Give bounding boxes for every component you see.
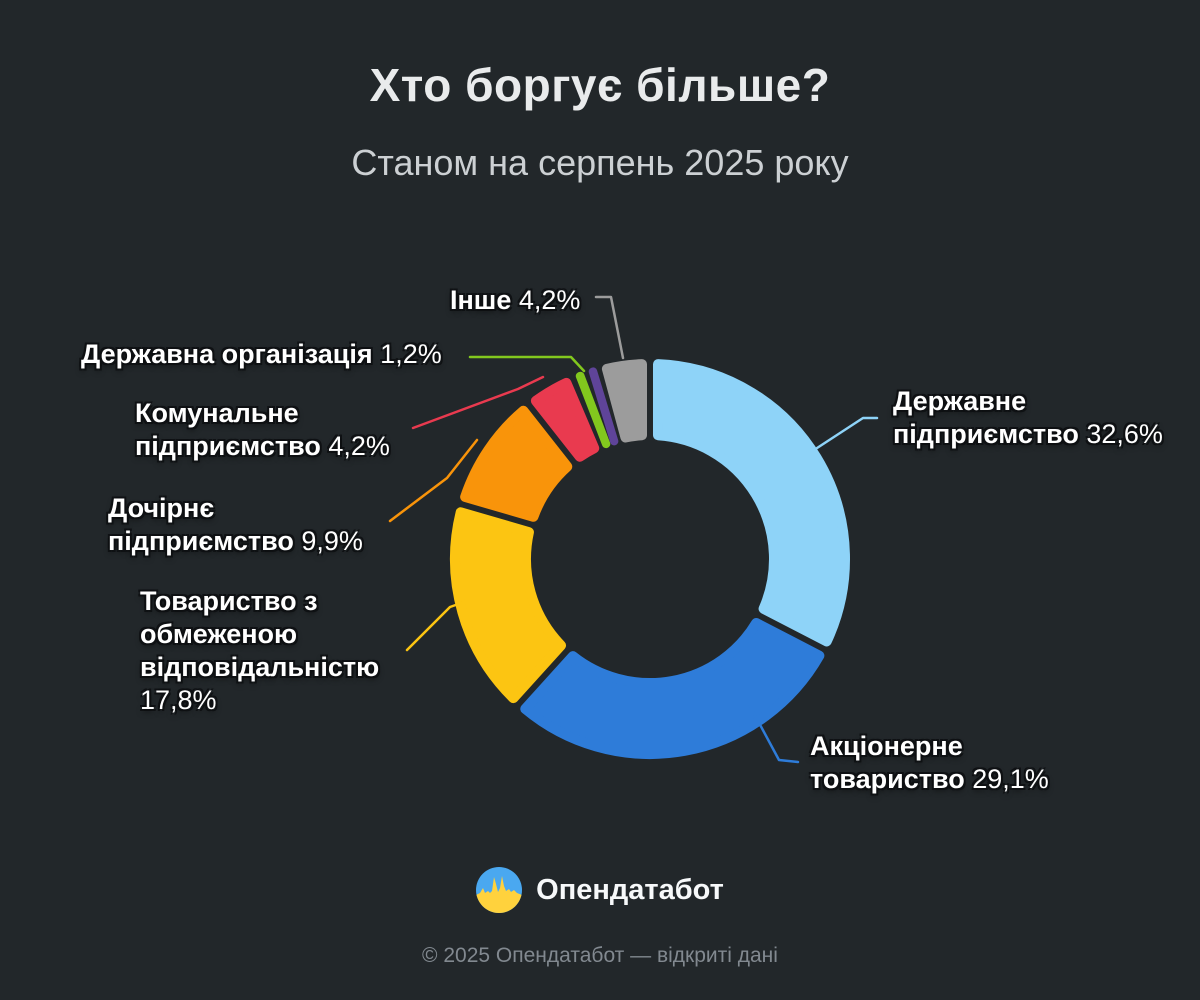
donut-segment-4 xyxy=(530,377,600,462)
segment-label-5: Державна організація 1,2% xyxy=(81,339,442,369)
donut-segment-1 xyxy=(520,617,825,759)
segment-label-3: Дочірнє підприємство 9,9% xyxy=(108,493,363,556)
segment-label-7: Інше 4,2% xyxy=(450,285,581,315)
donut-segment-3 xyxy=(460,405,573,522)
segment-label-2: Товариство з обмеженою відповідальністю 17,… xyxy=(140,586,380,715)
callout-line-7 xyxy=(594,295,625,360)
opendatabot-logo-icon xyxy=(476,867,523,913)
donut-segment-7 xyxy=(601,359,648,443)
brand-name: Опендатабот xyxy=(536,873,724,906)
copyright-text: © 2025 Опендатабот — відкриті дані xyxy=(422,944,778,967)
callout-line-2 xyxy=(405,600,466,652)
callout-line-4 xyxy=(411,375,545,430)
page-subtitle: Станом на серпень 2025 року xyxy=(351,142,849,183)
donut-segment-6 xyxy=(588,367,619,446)
segment-label-4: Комунальне підприємство 4,2% xyxy=(135,398,390,461)
callout-line-0 xyxy=(812,416,879,452)
donut-segment-0 xyxy=(652,359,850,647)
footer-brand: Опендатабот xyxy=(0,866,1200,914)
callout-line-1 xyxy=(748,704,800,764)
callout-line-5 xyxy=(468,355,586,373)
callout-line-3 xyxy=(388,438,479,523)
donut-segment-5 xyxy=(575,371,611,449)
donut-segment-2 xyxy=(450,507,567,704)
segment-label-0: Державне підприємство 32,6% xyxy=(893,386,1163,449)
page-title: Хто боргує більше? xyxy=(369,59,831,111)
segment-label-1: Акціонерне товариство 29,1% xyxy=(810,731,1049,794)
